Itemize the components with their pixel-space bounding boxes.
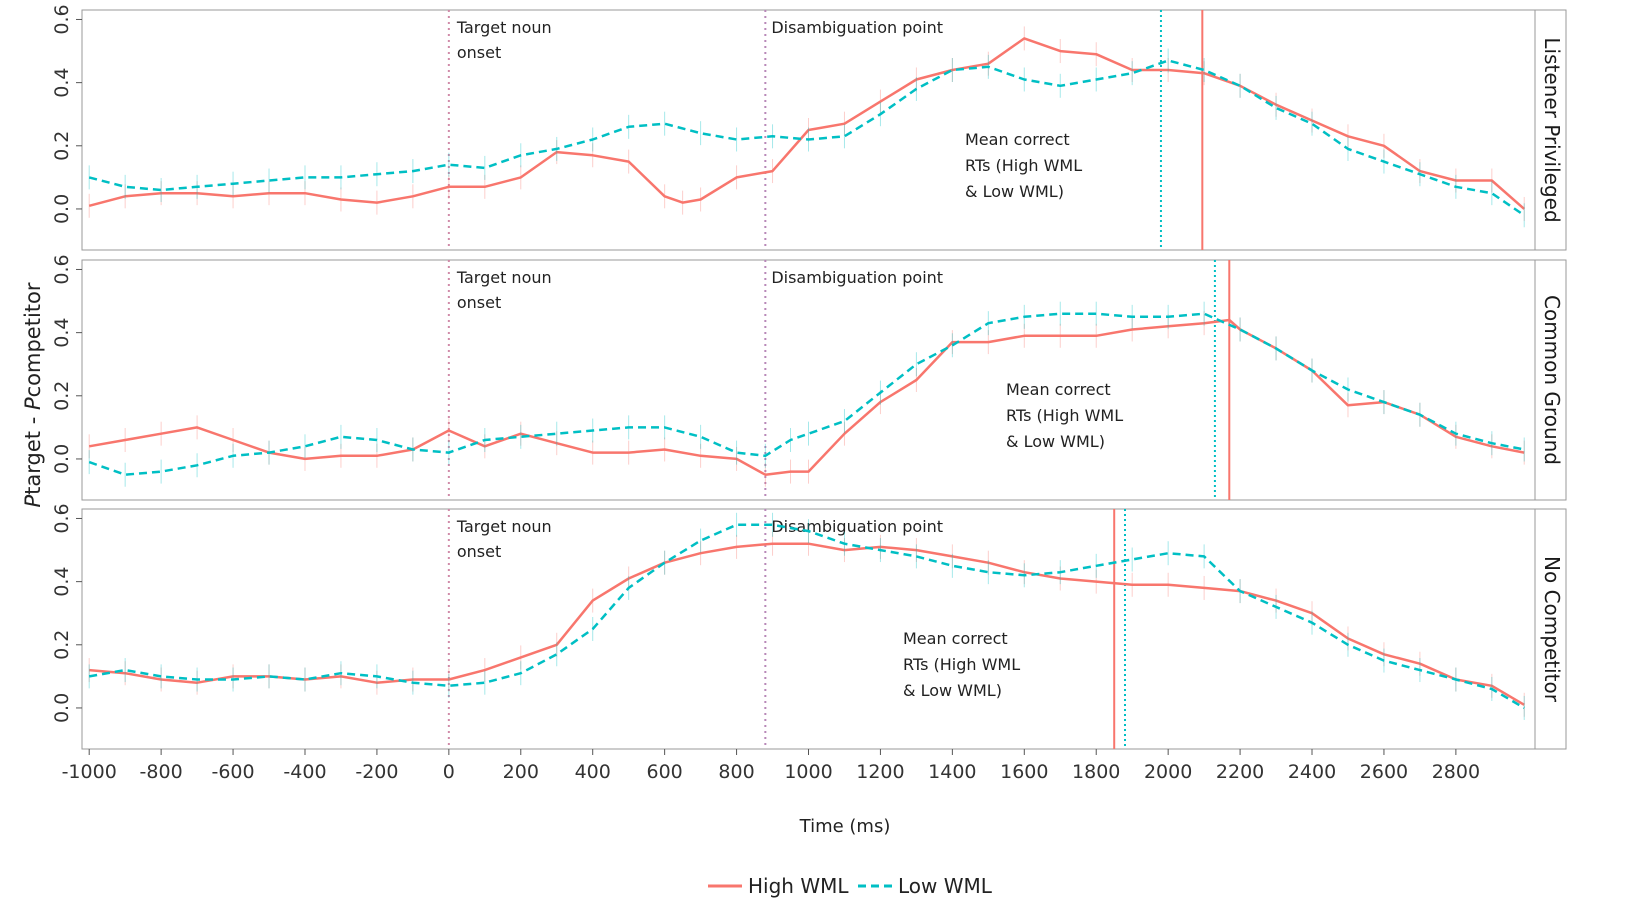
- x-tick-label: 2000: [1144, 761, 1192, 783]
- y-tick-label: 0.2: [51, 381, 73, 411]
- target-noun-label-line1: Target noun: [456, 18, 552, 37]
- mean-rt-label-line3: & Low WML): [1006, 432, 1105, 451]
- facet-label: No Competitor: [1540, 556, 1564, 703]
- y-tick-label: 0.6: [51, 254, 73, 284]
- y-tick-label: 0.6: [51, 503, 73, 533]
- panel-0: Listener Privileged 0.0 0.2 0.4 0.6 Target no…: [51, 4, 1567, 251]
- panel-frame: [81, 259, 1536, 501]
- disambiguation-label: Disambiguation point: [771, 517, 943, 536]
- y-tick-label: 0.2: [51, 630, 73, 660]
- x-tick-label: -200: [355, 761, 398, 783]
- y-tick-label: 0.6: [51, 4, 73, 34]
- x-tick-label: 2800: [1432, 761, 1480, 783]
- target-noun-label-line2: onset: [457, 43, 501, 62]
- y-axis-title-p1: P: [21, 495, 45, 508]
- mean-rt-label-line1: Mean correct: [1006, 380, 1111, 399]
- y-tick-label: 0.4: [51, 567, 73, 597]
- x-tick-label: 1800: [1072, 761, 1120, 783]
- mean-rt-label-line1: Mean correct: [965, 130, 1070, 149]
- legend-high-label: High WML: [748, 874, 849, 898]
- x-tick-label: 1200: [856, 761, 904, 783]
- target-noun-label-line1: Target noun: [456, 268, 552, 287]
- x-tick-label: 400: [575, 761, 611, 783]
- facet-strip: [1534, 259, 1567, 501]
- y-tick-label: 0.2: [51, 131, 73, 161]
- x-tick-label: -600: [211, 761, 254, 783]
- panel-frame: [81, 508, 1536, 750]
- x-tick-label: 1000: [784, 761, 832, 783]
- target-noun-label-line2: onset: [457, 542, 501, 561]
- mean-rt-label-line2: RTs (High WML: [1006, 406, 1123, 425]
- legend: High WML Low WML: [708, 874, 993, 898]
- y-tick-label: 0.4: [51, 318, 73, 348]
- mean-rt-label-line3: & Low WML): [903, 681, 1002, 700]
- facet-strip: [1534, 9, 1567, 251]
- target-noun-label-line2: onset: [457, 293, 501, 312]
- series-line: [88, 59, 1525, 217]
- x-tick-label: 1600: [1000, 761, 1048, 783]
- x-tick-label: 2600: [1360, 761, 1408, 783]
- x-tick-label: 2200: [1216, 761, 1264, 783]
- facet-label: Common Ground: [1540, 295, 1564, 465]
- x-tick-label: -1000: [62, 761, 117, 783]
- series-line: [88, 312, 1525, 476]
- panels-layer: Listener Privileged 0.0 0.2 0.4 0.6 Target no…: [51, 4, 1567, 750]
- target-noun-label-line1: Target noun: [456, 517, 552, 536]
- y-axis-title: Ptarget - Pcompetitor: [21, 282, 45, 507]
- series-low-wml: [88, 301, 1525, 487]
- series-line: [89, 542, 1525, 706]
- facet-label: Listener Privileged: [1540, 37, 1564, 222]
- series-line: [88, 523, 1525, 709]
- x-tick-label: 200: [503, 761, 539, 783]
- mean-rt-label-line3: & Low WML): [965, 182, 1064, 201]
- mean-rt-label-line2: RTs (High WML: [965, 156, 1082, 175]
- y-tick-label: 0.0: [51, 693, 73, 723]
- mean-rt-label-line1: Mean correct: [903, 629, 1008, 648]
- mean-rt-label-line2: RTs (High WML: [903, 655, 1020, 674]
- disambiguation-label: Disambiguation point: [771, 268, 943, 287]
- y-axis-title-p2: P: [21, 397, 45, 410]
- panel-2: No Competitor 0.0 0.2 0.4 0.6 Target noun onse…: [51, 503, 1567, 750]
- x-tick-label: 2400: [1288, 761, 1336, 783]
- y-axis-title-s2: competitor: [21, 282, 45, 397]
- x-tick-label: 1400: [928, 761, 976, 783]
- y-tick-label: 0.4: [51, 68, 73, 98]
- y-tick-label: 0.0: [51, 444, 73, 474]
- facet-strip: [1534, 508, 1567, 750]
- series-line: [88, 37, 1526, 210]
- disambiguation-label: Disambiguation point: [771, 18, 943, 37]
- x-tick-label: 600: [647, 761, 683, 783]
- series-high-wml: [88, 26, 1526, 221]
- x-tick-label: -800: [140, 761, 183, 783]
- x-tick-label: 800: [718, 761, 754, 783]
- series-low-wml: [88, 48, 1525, 228]
- legend-low-label: Low WML: [898, 874, 993, 898]
- x-tick-label: -400: [283, 761, 326, 783]
- series-high-wml: [88, 531, 1525, 717]
- panel-1: Common Ground 0.0 0.2 0.4 0.6 Target noun onse…: [51, 254, 1567, 501]
- series-low-wml: [88, 512, 1525, 720]
- x-tick-label: 0: [443, 761, 455, 783]
- x-axis: -1000 -800 -600 -400 -200 0 200 400 600 800 1000 12…: [62, 749, 1480, 783]
- y-tick-label: 0.0: [51, 194, 73, 224]
- x-axis-title: Time (ms): [799, 816, 891, 837]
- y-axis-title-s1: target -: [21, 410, 45, 495]
